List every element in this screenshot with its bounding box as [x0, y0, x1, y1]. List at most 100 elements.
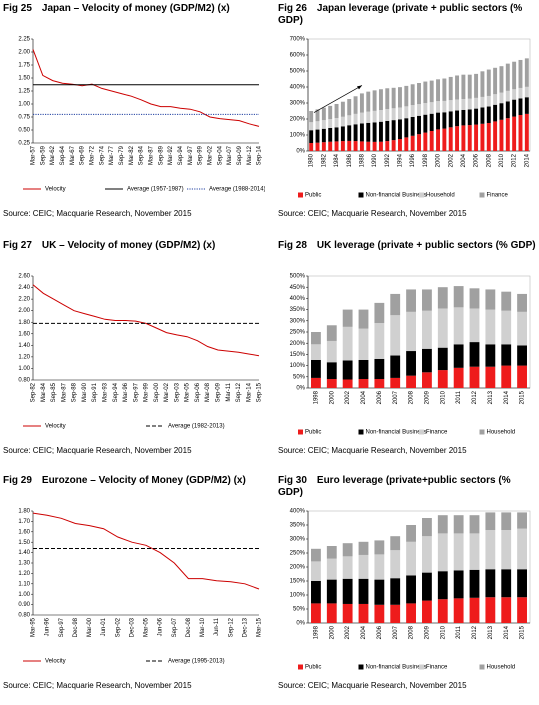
bar-segment: [374, 379, 385, 388]
bar-segment: [518, 59, 523, 88]
y-tick-label: 0.75: [18, 115, 30, 121]
bar-segment: [486, 106, 491, 123]
bar-segment: [378, 110, 383, 122]
bar-segment: [417, 83, 421, 105]
x-tick-label: Mar-99: [144, 382, 150, 402]
bar-segment: [340, 141, 345, 151]
bar-segment: [321, 142, 326, 151]
bar-segment: [372, 141, 377, 151]
x-tick-label: Sep-74: [99, 145, 105, 165]
legend-label: Household: [487, 430, 516, 436]
bar-segment: [486, 69, 491, 96]
bar-segment: [485, 569, 496, 598]
bar-segment: [391, 120, 396, 141]
y-tick-label: 100%: [290, 363, 306, 369]
panel-title: Fig 26 Japan leverage (private + public s…: [278, 3, 536, 27]
figure-number: Fig 27: [3, 240, 32, 251]
x-tick-label: 2008: [409, 390, 415, 404]
x-tick-label: 2000: [329, 390, 335, 404]
bar-segment: [455, 126, 460, 151]
bar-segment: [437, 287, 448, 309]
bar-segment: [485, 530, 496, 570]
legend-label: Finance: [426, 665, 448, 671]
x-tick-label: 1990: [372, 153, 378, 167]
bar-segment: [372, 110, 377, 123]
bar-segment: [442, 112, 447, 129]
bar-segment: [398, 119, 402, 139]
bar-segment: [390, 536, 401, 551]
bar-segment: [309, 130, 314, 143]
legend-label: Average (1995-2013): [168, 659, 225, 665]
bar-segment: [391, 140, 396, 151]
panel-title: Fig 28 UK leverage (private + public sect…: [278, 240, 536, 252]
bar-segment: [480, 71, 485, 97]
x-tick-label: Mar-11: [226, 382, 232, 401]
x-tick-label: Mar-67: [70, 145, 76, 165]
y-tick-label: 50%: [293, 607, 306, 613]
x-tick-label: Sep-97: [133, 382, 139, 402]
bar-segment: [485, 597, 496, 623]
bar-segment: [422, 289, 432, 311]
bar-segment: [406, 525, 416, 542]
bar-segment: [469, 288, 480, 309]
bar-segment: [311, 561, 321, 581]
bar-segment: [517, 293, 527, 312]
y-tick-label: 1.70: [18, 519, 30, 525]
x-tick-label: Mar-02: [164, 382, 170, 402]
y-tick-label: 200%: [290, 117, 306, 123]
bar-segment: [448, 76, 453, 101]
x-tick-label: Sep-12: [236, 382, 242, 402]
bar-segment: [328, 105, 333, 119]
x-tick-label: Sep-91: [92, 382, 98, 402]
bar-segment: [353, 124, 358, 142]
bar-segment: [501, 569, 512, 598]
bar-segment: [499, 103, 504, 120]
bar-segment: [422, 348, 432, 373]
x-tick-label: Sep-94: [113, 382, 119, 402]
x-tick-label: Mar-57: [31, 145, 37, 165]
bar-segment: [326, 546, 337, 559]
x-tick-label: 2013: [488, 625, 494, 639]
bar-segment: [422, 600, 432, 623]
x-tick-label: Sep-06: [195, 382, 201, 402]
y-tick-label: 1.50: [18, 540, 30, 546]
x-tick-label: Sep-94: [178, 145, 184, 165]
bar-segment: [417, 104, 421, 116]
chart: 0% 50% 100% 150% 200% 250% 300% 350% 400% 450% 500…: [290, 274, 531, 436]
x-tick-label: 2014: [504, 390, 510, 404]
bar-segment: [429, 131, 434, 151]
y-tick-label: 0%: [296, 386, 305, 392]
x-tick-label: Mar-00: [87, 617, 93, 637]
legend-swatch: [419, 664, 424, 670]
chart: 0% 50% 100% 150% 200% 250% 300% 350% 400% 1998 200…: [290, 509, 531, 671]
bar-segment: [469, 342, 480, 367]
x-tick-label: Sep-88: [72, 382, 78, 402]
legend-swatch: [479, 429, 485, 435]
bar-segment: [453, 367, 464, 388]
bar-segment: [469, 597, 480, 623]
bar-segment: [437, 533, 448, 572]
x-tick-label: 2012: [472, 390, 478, 404]
chart: 0.80 1.00 1.20 1.40 1.60 1.80 2.00 2.20 2.40 2.60…: [18, 274, 262, 430]
panel: Fig 28 UK leverage (private + public sect…: [278, 240, 536, 470]
y-tick-label: 1.30: [18, 561, 30, 567]
bar-segment: [453, 515, 464, 534]
y-tick-label: 1.80: [18, 320, 30, 326]
bar-segment: [374, 554, 385, 580]
velocity-line: [32, 512, 260, 590]
bar-segment: [442, 100, 447, 113]
bar-segment: [455, 75, 460, 100]
y-tick-label: 700%: [290, 37, 306, 43]
bar-segment: [358, 554, 369, 579]
x-tick-label: 1996: [410, 153, 416, 167]
x-tick-label: Sep-89: [158, 145, 164, 165]
bar-segment: [501, 344, 512, 366]
x-tick-label: 2012: [512, 153, 518, 167]
y-tick-label: 0%: [296, 621, 305, 627]
x-tick-label: 1986: [347, 153, 353, 167]
x-tick-label: 2000: [329, 625, 335, 639]
y-tick-label: 1.25: [18, 89, 30, 95]
bar-segment: [347, 140, 352, 151]
legend-label: Public: [305, 193, 321, 199]
x-tick-label: Sep-99: [198, 145, 204, 165]
